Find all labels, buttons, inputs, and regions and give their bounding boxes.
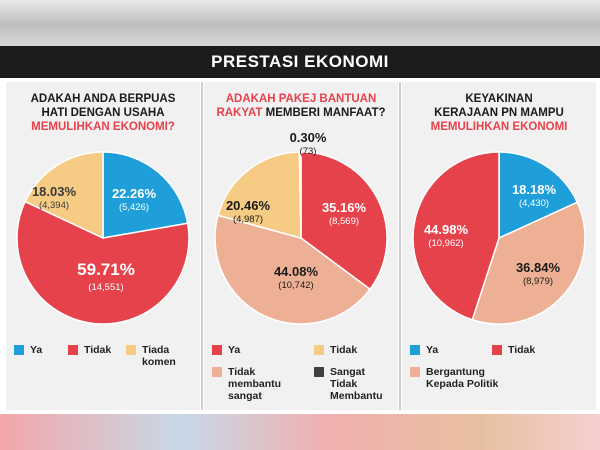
slice-count-label: (4,394) [39, 200, 69, 211]
slice-count-label: (4,987) [233, 214, 263, 225]
slice-count-label: (8,979) [523, 276, 553, 287]
chart-1-title-red: MEMULIHKAN EKONOMI? [31, 121, 175, 133]
legend-label: Ya [30, 344, 43, 356]
chart-3-title-red: MEMULIHKAN EKONOMI [430, 121, 568, 133]
slice-percent-label: 36.84% [516, 260, 561, 275]
slice-percent-label: 35.16% [322, 200, 367, 215]
legend-swatch [410, 367, 420, 377]
bottom-photo-strip [0, 414, 600, 450]
legend-swatch [14, 345, 24, 355]
legend-label: Bergantung Kepada Politik [426, 366, 499, 390]
legend-swatch [314, 367, 324, 377]
chart-card-3: KEYAKINAN KERAJAAN PN MAMPU MEMULIHKAN E… [402, 82, 596, 410]
pie-slice [471, 201, 586, 325]
legend-swatch [314, 345, 324, 355]
slice-percent-label: 20.46% [226, 198, 271, 213]
legend-label: Tidak [508, 344, 536, 356]
legend-label: Tidak [330, 344, 358, 356]
legend-swatch [492, 345, 502, 355]
slice-percent-label: 18.18% [512, 182, 557, 197]
legend-label: Tiada komen [142, 344, 176, 368]
slice-percent-label: 22.26% [112, 186, 157, 201]
slice-count-label: (5,426) [119, 202, 149, 213]
chart-2-title-rest: MEMBERI MANFAAT? [262, 107, 386, 119]
chart-3-title-line1: KEYAKINAN [465, 93, 533, 105]
legend-swatch [212, 345, 222, 355]
chart-3-title: KEYAKINAN KERAJAAN PN MAMPU MEMULIHKAN E… [406, 92, 592, 134]
chart-2-title-red-word: RAKYAT [216, 107, 263, 119]
pie-slice [217, 151, 302, 239]
slice-percent-label: 59.71% [77, 260, 135, 279]
chart-3-title-line2: KERAJAAN PN MAMPU [434, 107, 564, 119]
slice-count-label: (10,742) [278, 280, 313, 291]
top-photo-strip [0, 0, 600, 46]
chart-card-2: ADAKAH PAKEJ BANTUAN RAKYAT MEMBERI MANF… [204, 82, 398, 410]
legend-label: Sangat Tidak Membantu [330, 366, 383, 402]
slice-count-label: (14,551) [88, 282, 123, 293]
slice-count-label: (73) [300, 146, 317, 157]
legend-item: Tidak membantu sangat [212, 366, 281, 402]
pie-slice [214, 214, 372, 325]
pie-chart-3: 18.18%(4,430) 36.84%(8,979) 44.98%(10,962) [412, 151, 586, 325]
chart-1-title-line1: ADAKAH ANDA BERPUAS [30, 93, 176, 105]
pie-slice [298, 151, 302, 239]
chart-2-title: ADAKAH PAKEJ BANTUAN RAKYAT MEMBERI MANF… [208, 92, 394, 120]
legend-label: Tidak [84, 344, 112, 356]
legend-label: Ya [228, 344, 241, 356]
separator [201, 82, 203, 410]
legend-swatch [68, 345, 78, 355]
pie-chart-2: 35.16%(8,569) 44.08%(10,742) 20.46%(4,987)… [214, 130, 388, 325]
slice-percent-label: 18.03% [32, 184, 77, 199]
pie-slice [412, 151, 500, 321]
chart-2-title-line1: ADAKAH PAKEJ BANTUAN [225, 93, 377, 105]
legend-swatch [410, 345, 420, 355]
chart-1-title: ADAKAH ANDA BERPUAS HATI DENGAN USAHA ME… [10, 92, 196, 134]
legend-item: Sangat Tidak Membantu [314, 366, 383, 402]
legend-swatch [126, 345, 136, 355]
pie-chart-1: 22.26%(5,426) 59.71% (14,551) 18.03%(4,394) [16, 151, 190, 325]
legend-item: Tiada komen [126, 344, 176, 368]
legend-swatch [212, 367, 222, 377]
legend-label: Ya [426, 344, 439, 356]
legend-item: Ya [212, 344, 240, 356]
slice-percent-label: 44.08% [274, 264, 319, 279]
legend-item: Ya [410, 344, 438, 356]
pie-slice [24, 151, 104, 240]
pie-slice [102, 151, 189, 239]
page-title: PRESTASI EKONOMI [211, 52, 389, 71]
pie-slice [16, 200, 190, 325]
chart-1-title-line2: HATI DENGAN USAHA [41, 107, 165, 119]
slice-count-label: (4,430) [519, 198, 549, 209]
pie-slice [498, 151, 579, 240]
chart-card-1: ADAKAH ANDA BERPUAS HATI DENGAN USAHA ME… [6, 82, 200, 410]
pie-slice [300, 151, 388, 291]
legend-label: Tidak membantu sangat [228, 366, 282, 402]
separator [399, 82, 401, 410]
legend-item: Ya [14, 344, 42, 356]
slice-count-label: (10,962) [428, 238, 463, 249]
slice-percent-label: 44.98% [424, 222, 469, 237]
header-banner: PRESTASI EKONOMI [0, 46, 600, 78]
legend-item: Tidak [68, 344, 111, 356]
slice-percent-label: 0.30% [290, 130, 327, 145]
legend-item: Tidak [314, 344, 357, 356]
legend-item: Bergantung Kepada Politik [410, 366, 498, 390]
slice-count-label: (8,569) [329, 216, 359, 227]
legend-item: Tidak [492, 344, 535, 356]
